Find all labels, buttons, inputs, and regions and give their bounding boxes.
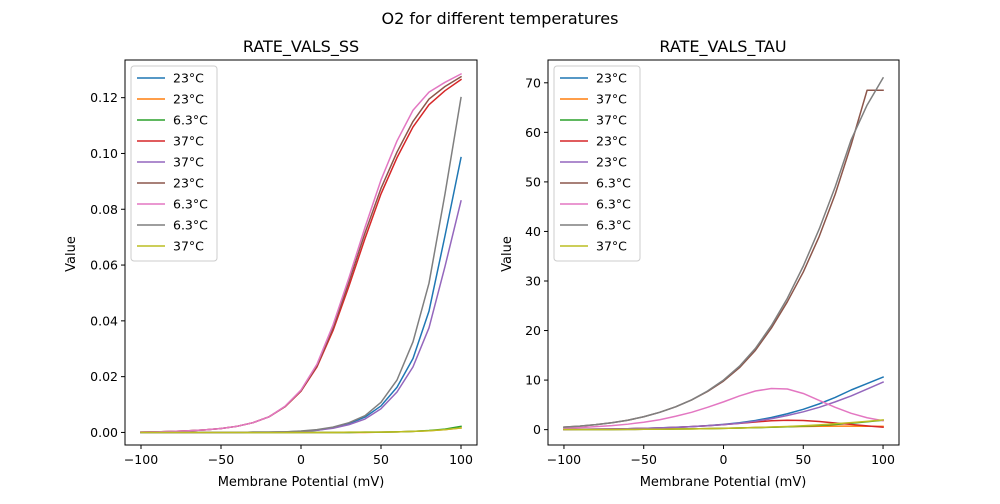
right-chart-title: RATE_VALS_TAU [659,37,786,57]
right-legend-label: 23°C [596,155,627,170]
left-xtick-label: 50 [373,452,389,467]
left-legend-label: 6.3°C [173,197,208,212]
left-ytick-label: 0.10 [90,146,118,161]
right-legend-box [553,65,641,262]
left-ytick-label: 0.02 [90,369,118,384]
left-ytick-label: 0.00 [90,425,118,440]
right-series-line-6 [563,387,884,429]
right-ytick-label: 20 [525,323,541,338]
left-xtick-label: 100 [449,452,473,467]
left-legend: 23°C 23°C 6.3°C 37°C 37°C 23°C 6.3°C 6.3°C 37°C [130,65,218,262]
right-series-line-7 [563,76,885,428]
left-plot-lines [140,72,463,434]
right-ytick-label: 50 [525,174,541,189]
left-legend-label: 23°C [173,71,204,86]
right-xtick-label: 100 [871,452,895,467]
figure-suptitle: O2 for different temperatures [382,9,619,28]
right-legend-label: 23°C [596,134,627,149]
right-ytick-label: 30 [525,273,541,288]
left-legend-label: 37°C [173,239,204,254]
left-legend-label: 23°C [173,176,204,191]
left-xtick-label: −50 [208,452,234,467]
left-xtick-label: 0 [297,452,305,467]
left-legend-label: 6.3°C [173,218,208,233]
right-series-line-8 [563,419,884,431]
right-ytick-label: 10 [525,373,541,388]
right-ytick-label: 40 [525,224,541,239]
left-legend-label: 23°C [173,92,204,107]
left-chart-ylabel: Value [64,236,79,272]
left-legend-box [130,65,218,262]
right-plot-lines [563,76,885,431]
right-chart-xlabel: Membrane Potential (mV) [640,475,807,490]
left-legend-label: 37°C [173,155,204,170]
right-legend: 23°C 37°C 37°C 23°C 23°C 6.3°C 6.3°C 6.3°C 37°C [553,65,641,262]
right-xtick-label: 0 [720,452,728,467]
right-chart-ylabel: Value [500,236,515,272]
left-ytick-label: 0.12 [90,90,118,105]
right-xtick-label: −100 [547,452,581,467]
left-legend-label: 6.3°C [173,113,208,128]
right-legend-label: 6.3°C [596,176,631,191]
left-chart-title: RATE_VALS_SS [243,37,359,57]
right-legend-label: 37°C [596,92,627,107]
right-legend-label: 37°C [596,113,627,128]
right-legend-label: 6.3°C [596,218,631,233]
right-ytick-label: 70 [525,75,541,90]
left-series-line-6 [140,72,463,433]
left-xtick-label: −100 [124,452,158,467]
right-ytick-label: 60 [525,125,541,140]
left-chart-xlabel: Membrane Potential (mV) [218,475,385,490]
right-xtick-label: −50 [631,452,657,467]
left-ytick-label: 0.06 [90,258,118,273]
left-series-line-8 [140,427,462,434]
right-chart-panel: RATE_VALS_TAU Membrane Potential (mV) Va… [500,37,900,490]
right-ytick-label: 0 [533,422,541,437]
right-xtick-label: 50 [795,452,811,467]
left-ytick-label: 0.04 [90,313,118,328]
right-legend-label: 37°C [596,239,627,254]
left-legend-label: 37°C [173,134,204,149]
left-chart-panel: RATE_VALS_SS Membrane Potential (mV) Val… [64,37,478,490]
right-legend-label: 6.3°C [596,197,631,212]
right-legend-label: 23°C [596,71,627,86]
left-ytick-label: 0.08 [90,202,118,217]
